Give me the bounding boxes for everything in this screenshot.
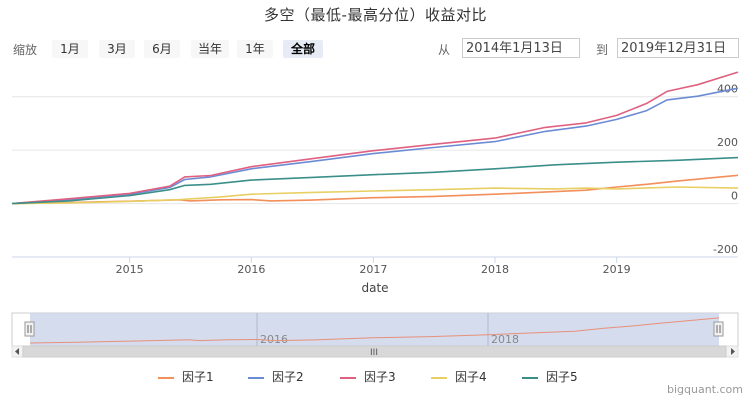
legend: 因子1 因子2 因子3 因子4 因子5 (0, 368, 751, 384)
series-line-4[interactable] (11, 186, 739, 205)
series-line-1[interactable] (11, 174, 739, 205)
to-date-input[interactable]: 2019年12月31日 (617, 38, 739, 58)
scrollbar-thumb[interactable] (22, 345, 727, 358)
navigator[interactable]: 2016 2018 (11, 312, 739, 347)
legend-label: 因子3 (364, 370, 396, 384)
x-tick-label: 2017 (359, 263, 387, 276)
legend-swatch (522, 376, 538, 379)
legend-swatch (340, 376, 356, 379)
x-tick-label: 2018 (481, 263, 509, 276)
legend-item-4[interactable]: 因子4 (431, 368, 487, 385)
legend-swatch (431, 376, 447, 379)
legend-item-5[interactable]: 因子5 (522, 368, 578, 385)
legend-label: 因子5 (546, 370, 578, 384)
y-tick-label: 400 (717, 83, 738, 96)
legend-item-2[interactable]: 因子2 (248, 368, 304, 385)
navigator-series-line (29, 317, 720, 344)
legend-label: 因子4 (455, 370, 487, 384)
scrollbar[interactable]: III (11, 345, 739, 358)
range-button-ytd[interactable]: 当年 (191, 40, 229, 58)
range-button-3m[interactable]: 3月 (99, 40, 135, 58)
range-button-all[interactable]: 全部 (283, 40, 323, 58)
legend-item-3[interactable]: 因子3 (340, 368, 396, 385)
scroll-left-arrow-icon[interactable] (15, 348, 19, 355)
grid-lines (12, 96, 738, 258)
to-label: 到 (596, 43, 609, 57)
legend-label: 因子1 (182, 370, 214, 384)
x-axis: 2015 2016 2017 2018 2019 (12, 256, 738, 276)
chart-title: 多空（最低-最高分位）收益对比 (264, 6, 487, 24)
legend-swatch (158, 376, 174, 379)
range-button-1y[interactable]: 1年 (237, 40, 273, 58)
scroll-right-arrow-icon[interactable] (731, 348, 735, 355)
from-label: 从 (438, 43, 451, 57)
navigator-year-label: 2018 (491, 333, 519, 346)
y-axis-ticks: -200 0 200 400 (713, 83, 738, 256)
y-tick-label: 200 (717, 136, 738, 149)
x-axis-label: date (361, 281, 388, 295)
credit-link[interactable]: bigquant.com (667, 383, 743, 396)
range-button-6m[interactable]: 6月 (144, 40, 180, 58)
from-date-input[interactable]: 2014年1月13日 (462, 38, 580, 58)
zoom-label: 缩放 (13, 43, 38, 57)
range-button-1m[interactable]: 1月 (52, 40, 88, 58)
legend-item-1[interactable]: 因子1 (158, 368, 214, 385)
navigator-year-label: 2016 (260, 333, 288, 346)
x-tick-label: 2016 (237, 263, 265, 276)
series-line-3[interactable] (11, 71, 739, 205)
y-tick-label: 0 (731, 190, 738, 203)
scrollbar-grip-icon: III (370, 348, 378, 358)
x-tick-label: 2019 (603, 263, 631, 276)
legend-swatch (248, 376, 264, 379)
navigator-left-handle[interactable] (24, 321, 35, 337)
legend-label: 因子2 (272, 370, 304, 384)
series-line-5[interactable] (11, 156, 739, 205)
navigator-right-handle[interactable] (713, 321, 724, 337)
series-line-2[interactable] (11, 87, 739, 205)
series-lines (11, 71, 739, 205)
y-tick-label: -200 (713, 243, 738, 256)
x-tick-label: 2015 (116, 263, 144, 276)
